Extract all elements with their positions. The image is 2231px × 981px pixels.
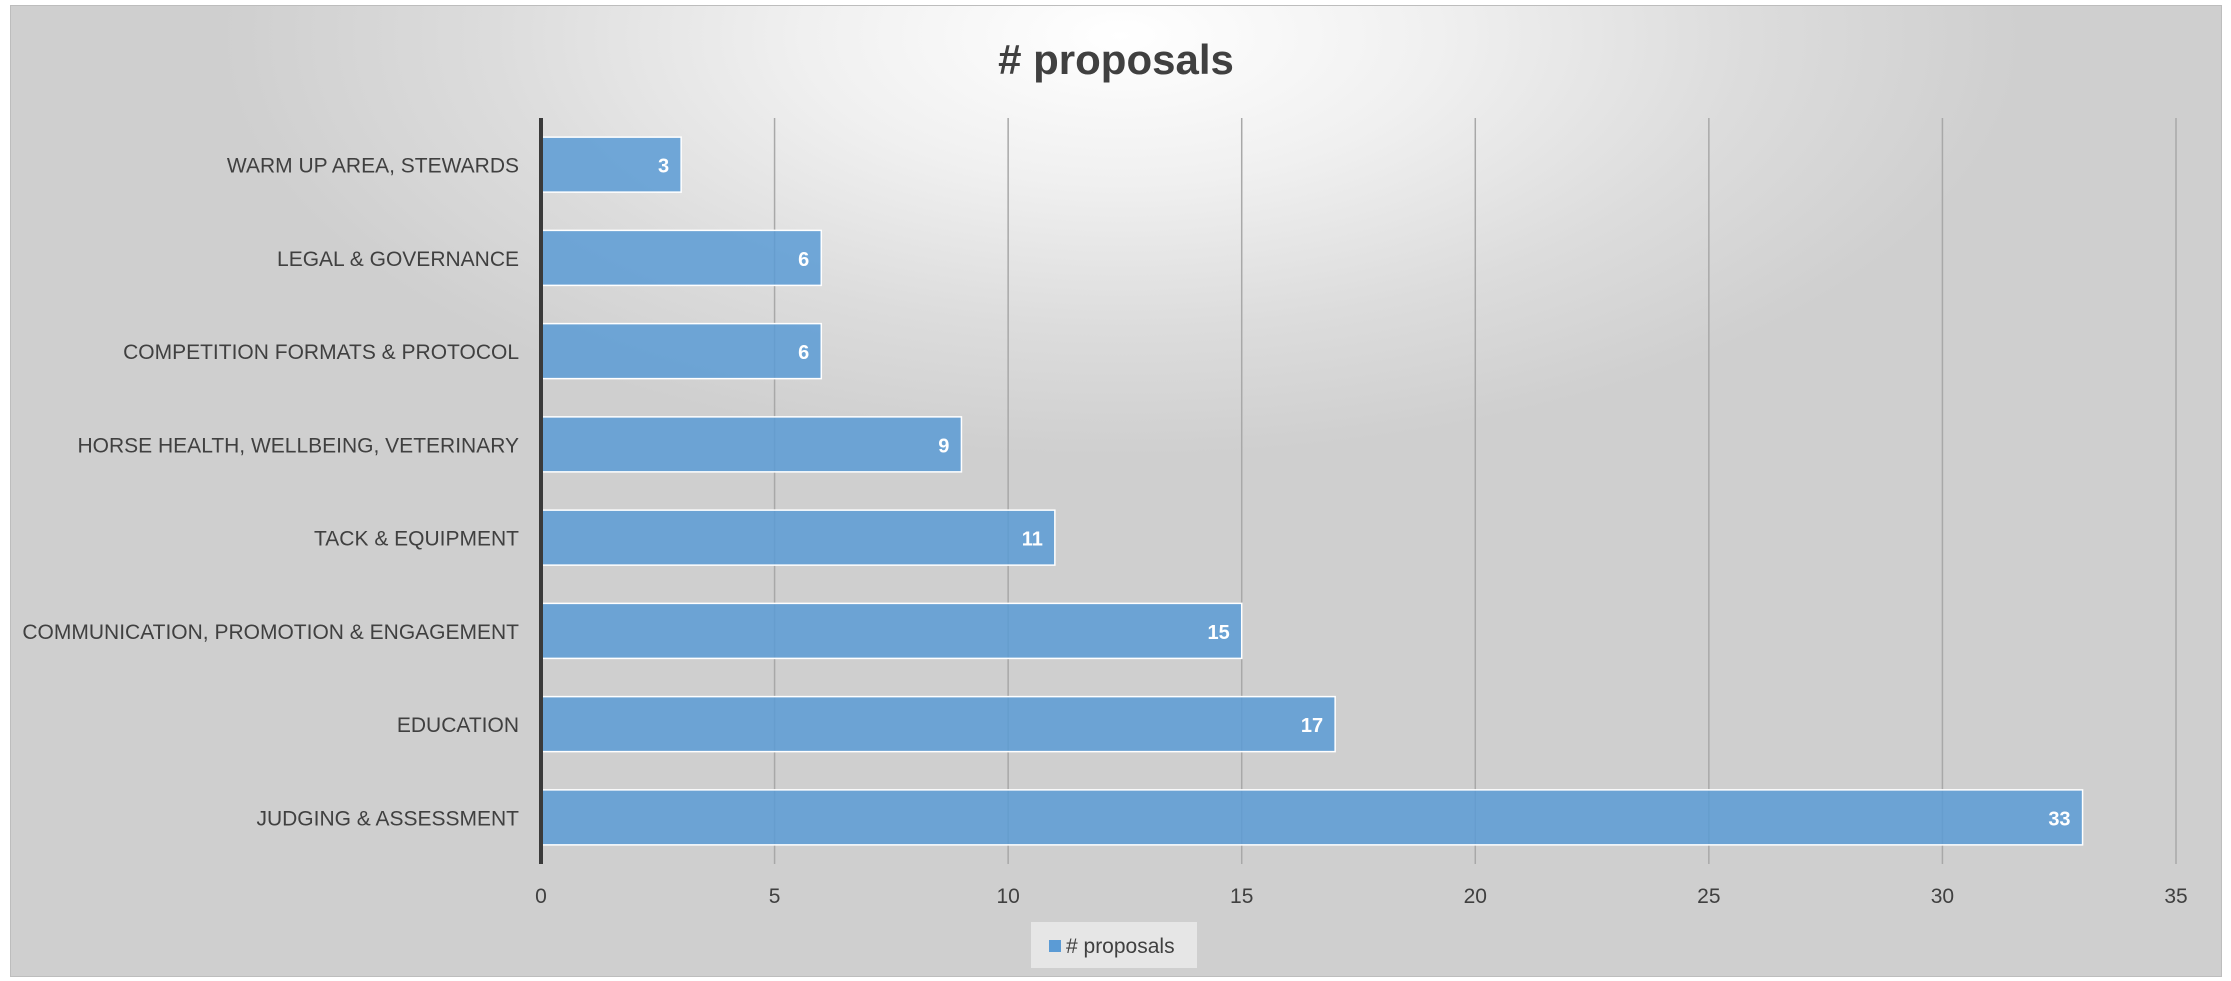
data-label: 11 bbox=[1022, 529, 1043, 551]
x-tick-label: 35 bbox=[2164, 885, 2187, 908]
x-tick-label: 20 bbox=[1464, 885, 1487, 908]
x-tick-label: 25 bbox=[1697, 885, 1720, 908]
legend-label: # proposals bbox=[1066, 935, 1175, 958]
data-labels: 3 6 6 9 11 15 17 33 bbox=[658, 156, 2071, 831]
chart-area: 3 6 6 9 11 15 17 33 WARM UP AREA, STEWARDS LEGAL… bbox=[10, 5, 2222, 977]
data-label: 3 bbox=[658, 156, 669, 178]
bar bbox=[540, 322, 823, 380]
data-label: 6 bbox=[798, 249, 809, 271]
category-label: TACK & EQUIPMENT bbox=[314, 528, 519, 551]
x-tick-label: 30 bbox=[1931, 885, 1954, 908]
legend-swatch bbox=[1049, 940, 1061, 952]
bar bbox=[540, 602, 1243, 660]
bars bbox=[540, 136, 2084, 846]
category-label: HORSE HEALTH, WELLBEING, VETERINARY bbox=[78, 434, 520, 457]
bar bbox=[540, 509, 1056, 566]
bar bbox=[540, 789, 2084, 846]
x-tick-label: 0 bbox=[535, 885, 547, 908]
data-label: 6 bbox=[798, 342, 809, 364]
x-tick-label: 15 bbox=[1230, 885, 1253, 908]
category-label: LEGAL & GOVERNANCE bbox=[277, 248, 519, 271]
x-tick-label: 10 bbox=[996, 885, 1019, 908]
bar bbox=[540, 695, 1336, 753]
x-tick-label: 5 bbox=[769, 885, 781, 908]
data-label: 17 bbox=[1301, 715, 1323, 737]
data-label: 33 bbox=[2048, 808, 2070, 830]
legend: # proposals bbox=[1031, 922, 1197, 968]
category-label: JUDGING & ASSESSMENT bbox=[256, 807, 519, 830]
category-labels: WARM UP AREA, STEWARDS LEGAL & GOVERNANCE… bbox=[22, 155, 519, 831]
data-label: 15 bbox=[1207, 622, 1229, 644]
category-label: EDUCATION bbox=[397, 714, 519, 737]
data-label: 9 bbox=[938, 435, 949, 457]
bar bbox=[540, 229, 823, 287]
chart-title: # proposals bbox=[998, 36, 1234, 83]
category-label: WARM UP AREA, STEWARDS bbox=[227, 155, 519, 178]
x-tick-labels: 0 5 10 15 20 25 30 35 bbox=[535, 885, 2188, 908]
category-label: COMMUNICATION, PROMOTION & ENGAGEMENT bbox=[22, 621, 519, 644]
gridlines bbox=[773, 118, 2177, 864]
bar bbox=[540, 416, 963, 473]
bar-chart: 3 6 6 9 11 15 17 33 WARM UP AREA, STEWARDS LEGAL… bbox=[22, 36, 2188, 968]
category-label: COMPETITION FORMATS & PROTOCOL bbox=[123, 341, 519, 364]
